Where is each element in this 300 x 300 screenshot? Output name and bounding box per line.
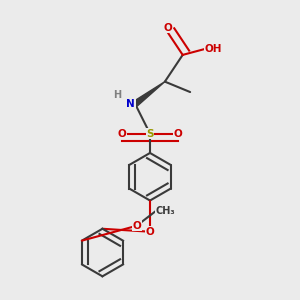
Text: S: S: [146, 129, 154, 139]
Polygon shape: [134, 82, 165, 106]
Text: OH: OH: [205, 44, 223, 54]
Text: N: N: [126, 99, 135, 109]
Text: O: O: [164, 22, 172, 33]
Text: H: H: [113, 90, 122, 100]
Text: O: O: [132, 221, 141, 231]
Text: O: O: [146, 227, 154, 237]
Text: CH₃: CH₃: [156, 206, 176, 216]
Text: O: O: [117, 129, 126, 139]
Text: O: O: [174, 129, 183, 139]
